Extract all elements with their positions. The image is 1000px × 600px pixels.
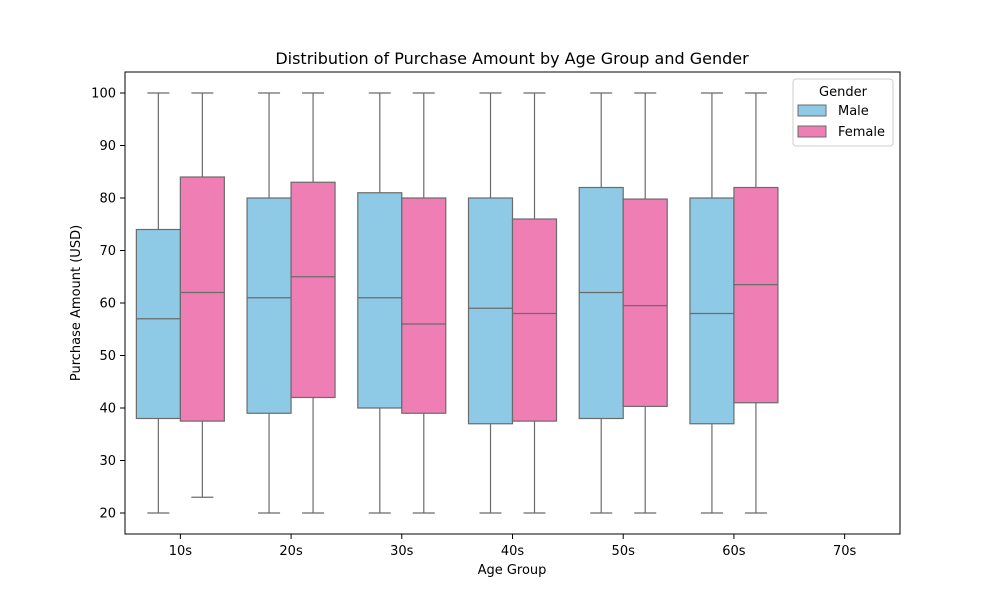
box-female-30s	[401, 92, 447, 514]
legend-swatch-female	[797, 125, 827, 138]
iqr-box	[511, 218, 558, 422]
box-female-40s	[511, 92, 558, 514]
box-male-40s	[467, 92, 514, 514]
iqr-box	[179, 176, 225, 422]
box-female-60s	[733, 92, 779, 514]
y-tick-label: 30	[99, 454, 116, 469]
box-female-50s	[622, 92, 668, 514]
legend-label-female: Female	[838, 125, 885, 140]
legend-swatch-male	[797, 104, 827, 117]
x-tick-label: 10s	[169, 544, 193, 559]
box-male-50s	[578, 92, 624, 514]
x-tick-label: 30s	[390, 544, 414, 559]
box-male-60s	[689, 92, 735, 514]
y-tick-label: 90	[99, 139, 116, 154]
box-female-10s	[179, 92, 225, 498]
iqr-box	[733, 186, 779, 404]
legend-label-male: Male	[838, 104, 869, 119]
y-tick-label: 70	[99, 244, 116, 259]
chart-title: Distribution of Purchase Amount by Age G…	[275, 49, 749, 68]
y-tick-label: 40	[99, 402, 116, 417]
y-tick-label: 50	[99, 349, 116, 364]
box-male-10s	[135, 92, 181, 514]
iqr-box	[689, 197, 735, 425]
x-tick-label: 70s	[833, 544, 857, 559]
iqr-box	[401, 197, 447, 414]
plot-area: 20 30 40 50 60 70 80 90 100 10s 20s 30s 40s 50s 60s 70s	[91, 87, 856, 560]
y-tick-label: 80	[99, 192, 116, 207]
box-male-20s	[246, 92, 292, 514]
iqr-box	[246, 197, 292, 414]
legend-title: Gender	[819, 85, 868, 100]
x-axis-title: Age Group	[478, 563, 547, 578]
iqr-box	[135, 228, 181, 420]
box-male-30s	[357, 92, 403, 514]
y-tick-label: 100	[91, 87, 116, 102]
plot-frame	[124, 71, 901, 535]
y-tick-label: 20	[99, 507, 116, 522]
x-tick-label: 60s	[722, 544, 746, 559]
legend: Gender Male Female	[792, 78, 894, 147]
y-axis-title: Purchase Amount (USD)	[69, 225, 84, 381]
x-tick-label: 50s	[612, 544, 636, 559]
iqr-box	[357, 192, 403, 409]
x-tick-label: 40s	[501, 544, 525, 559]
iqr-box	[578, 186, 624, 420]
iqr-box	[290, 181, 336, 399]
x-tick-label: 20s	[279, 544, 303, 559]
box-female-20s	[290, 92, 336, 514]
y-tick-label: 60	[99, 297, 116, 312]
iqr-box	[467, 197, 514, 425]
iqr-box	[622, 198, 668, 408]
